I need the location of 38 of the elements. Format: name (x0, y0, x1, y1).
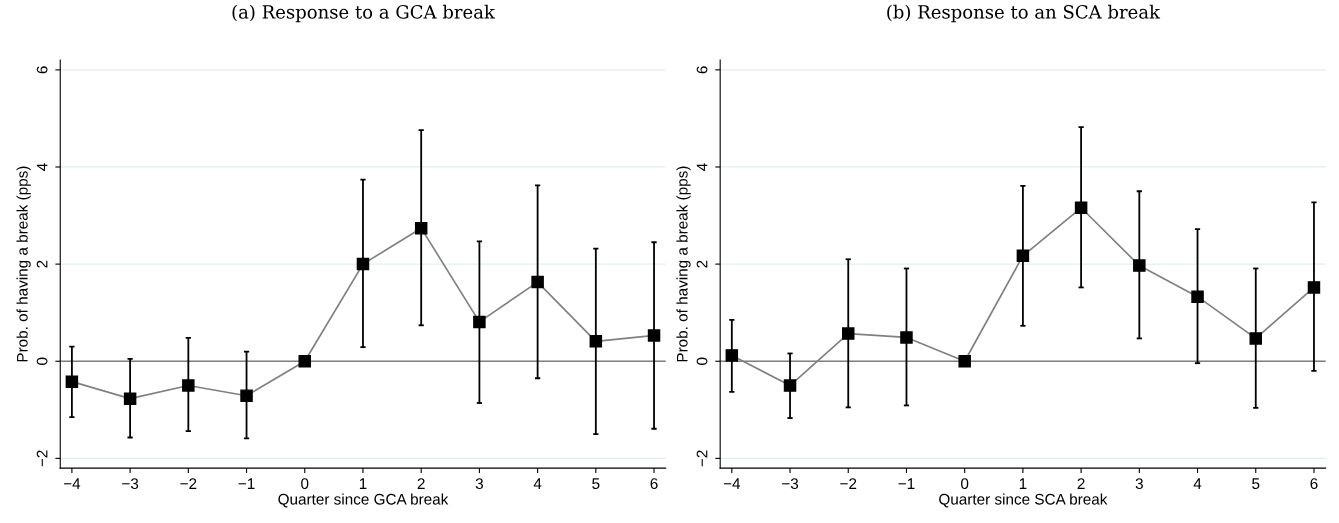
x-tick-label: −3 (782, 478, 799, 490)
y-tick-label: 0 (696, 357, 708, 365)
chart-title: (b) Response to an SCA break (887, 4, 1161, 23)
y-tick-label: −2 (696, 450, 708, 467)
x-axis-title: Quarter since GCA break (278, 493, 449, 508)
x-tick-label: 5 (1252, 478, 1260, 490)
y-tick-label: 4 (696, 163, 708, 171)
x-tick-label: −3 (122, 478, 139, 490)
x-tick-label: 4 (533, 478, 542, 489)
x-tick-label: 2 (1077, 478, 1085, 489)
y-tick-label: 2 (696, 260, 708, 268)
chart-title: (a) Response to a GCA break (232, 4, 496, 23)
x-tick-label: 3 (475, 478, 483, 490)
x-tick-label: −1 (898, 478, 915, 489)
x-tick-label: 0 (961, 478, 969, 490)
x-tick-label: 1 (359, 478, 367, 489)
x-tick-label: 6 (650, 478, 658, 490)
x-tick-label: 2 (417, 478, 425, 489)
x-tick-label: 4 (1193, 478, 1202, 489)
y-tick-label: 6 (696, 66, 708, 74)
y-tick-label: 4 (36, 163, 48, 171)
x-tick-label: 1 (1019, 478, 1027, 489)
x-tick-label: −2 (840, 478, 857, 489)
x-axis-title: Quarter since SCA break (939, 493, 1108, 508)
y-axis-title: Prob. of having a break (pps) (16, 166, 31, 362)
x-tick-label: −4 (63, 478, 81, 489)
x-tick-label: −2 (180, 478, 197, 489)
y-tick-label: 6 (36, 66, 48, 74)
y-tick-label: 0 (36, 357, 48, 365)
y-tick-label: 2 (36, 260, 48, 268)
x-tick-label: 6 (1310, 478, 1318, 490)
x-tick-label: 5 (592, 478, 600, 490)
x-tick-label: −1 (238, 478, 255, 489)
x-tick-label: −4 (723, 478, 741, 489)
x-tick-label: 3 (1135, 478, 1143, 490)
y-tick-label: −2 (36, 450, 48, 467)
y-axis-title: Prob. of having a break (pps) (676, 166, 691, 362)
x-tick-label: 0 (301, 478, 309, 490)
